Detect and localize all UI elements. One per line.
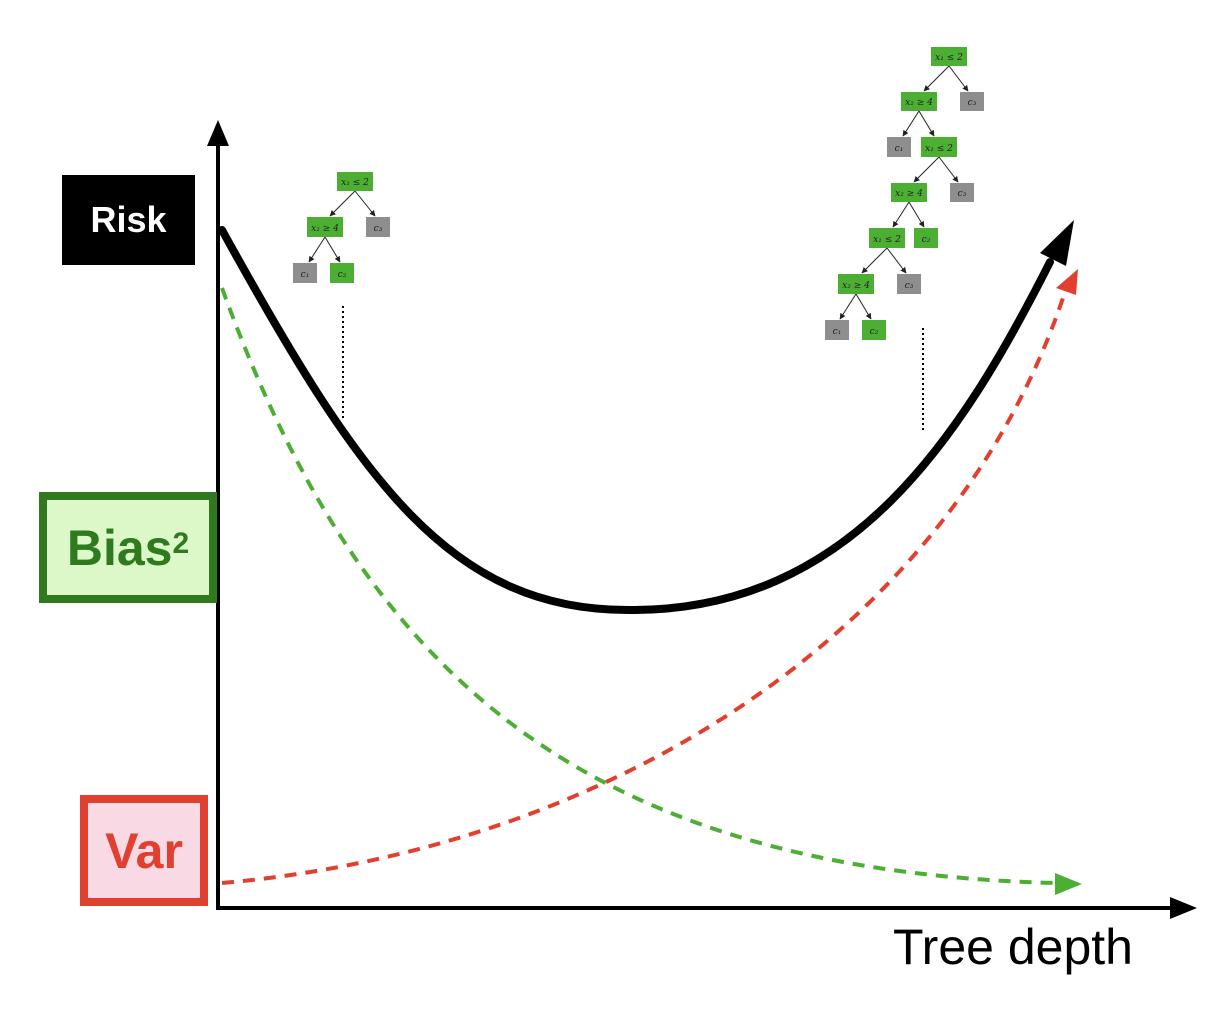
x-axis-arrowhead: [1170, 897, 1197, 919]
risk-curve: [218, 226, 1054, 615]
shallow-tree: x₁ ≤ 2 x₂ ≥ 4 c₃ c₁ c₂: [293, 172, 390, 283]
node-label: c₃: [374, 224, 383, 234]
variance-curve-arrowhead: [1056, 269, 1078, 295]
tree-node-split: x₁ ≤ 2: [921, 137, 957, 157]
tree-node-split: x₂ ≥ 4: [901, 92, 937, 111]
tree-node-split: c₂: [330, 263, 354, 283]
variance-label-text: Var: [105, 822, 183, 879]
bias-curve-arrowhead: [1055, 873, 1082, 895]
node-label: c₃: [905, 281, 914, 291]
axes: [207, 120, 1197, 919]
node-label: c₁: [301, 270, 310, 280]
node-label: c₂: [870, 327, 879, 337]
bias-label-text: Bias: [66, 519, 173, 576]
node-label: c₁: [833, 327, 842, 337]
tree-node-split: x₁ ≤ 2: [337, 172, 373, 191]
bias-curve: [220, 287, 1056, 885]
deep-tree: x₁ ≤ 2 x₂ ≥ 4 c₃ c₁ x₁ ≤ 2 x₂ ≥ 4 c₃ x₁: [825, 47, 984, 340]
risk-label: Risk: [62, 175, 195, 265]
variance-curve: [221, 291, 1067, 885]
risk-label-text: Risk: [90, 199, 167, 240]
tree-node-leaf: c₃: [366, 217, 390, 237]
node-label: c₃: [968, 98, 977, 108]
node-label: x₂ ≥ 4: [905, 98, 933, 108]
deep-tree-edges: [839, 65, 969, 320]
node-label: c₃: [958, 189, 967, 199]
node-label: x₁ ≤ 2: [341, 178, 369, 188]
tree-node-leaf: c₃: [950, 183, 974, 202]
node-label: x₁ ≤ 2: [935, 53, 963, 63]
tree-node-split: x₂ ≥ 4: [891, 183, 927, 202]
tree-node-leaf: c₁: [887, 137, 911, 157]
tree-node-leaf: c₁: [293, 263, 317, 283]
bias-squared-label: Bias 2: [39, 492, 217, 603]
y-axis-arrowhead: [207, 120, 229, 146]
tree-node-split: x₁ ≤ 2: [931, 47, 967, 66]
tree-node-leaf: c₃: [960, 92, 984, 111]
tree-node-split: x₂ ≥ 4: [307, 217, 343, 237]
node-label: x₁ ≤ 2: [925, 144, 953, 154]
tree-node-leaf: c₃: [897, 274, 921, 294]
node-label: x₂ ≥ 4: [311, 224, 339, 234]
risk-curve-arrowhead: [1040, 220, 1074, 266]
tree-node-leaf: c₁: [825, 320, 849, 340]
tree-node-split: c₂: [914, 228, 938, 248]
node-label: c₁: [895, 144, 904, 154]
node-label: x₂ ≥ 4: [842, 281, 870, 291]
node-label: x₂ ≥ 4: [895, 189, 923, 199]
tree-node-split: x₁ ≤ 2: [869, 228, 905, 248]
node-label: c₂: [338, 270, 347, 280]
x-axis-label: Tree depth: [893, 919, 1133, 975]
node-label: x₁ ≤ 2: [873, 235, 901, 245]
variance-label: Var: [80, 795, 208, 906]
shallow-tree-edges: [308, 190, 376, 263]
bias-label-superscript: 2: [172, 526, 190, 560]
node-label: c₂: [922, 235, 931, 245]
tree-node-split: x₂ ≥ 4: [838, 274, 874, 294]
tree-node-split: c₂: [862, 320, 886, 340]
